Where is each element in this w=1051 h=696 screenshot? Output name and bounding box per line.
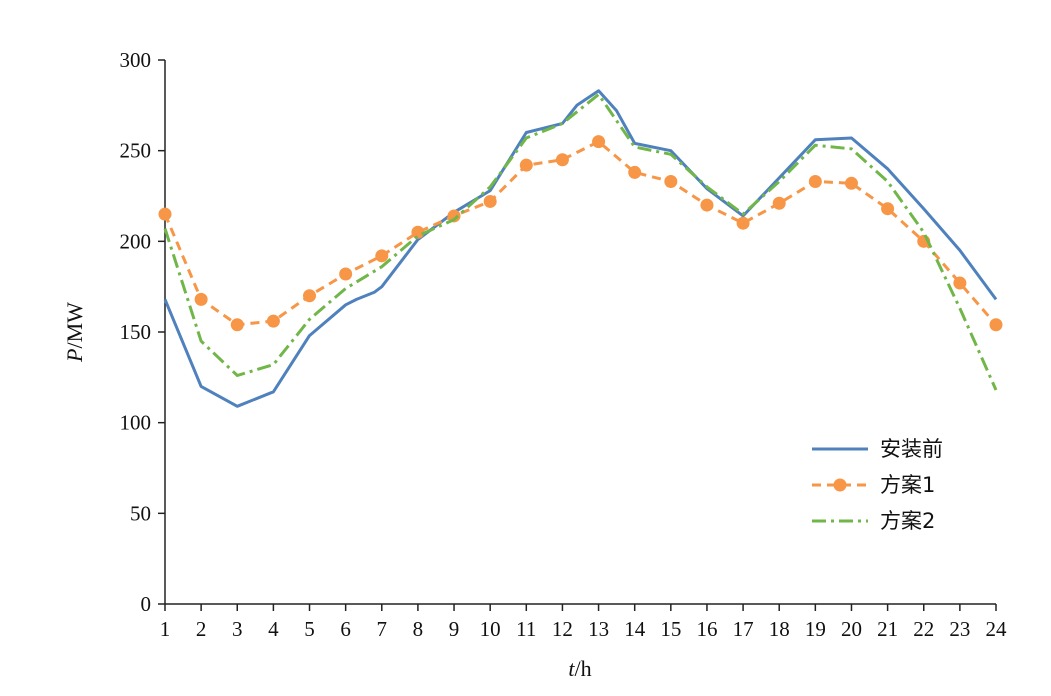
- data-point: [664, 174, 678, 188]
- x-tick-label: 16: [696, 617, 717, 641]
- series-line: [163, 93, 998, 391]
- y-ticks: 0 50 100 150 200 250 300: [120, 48, 165, 616]
- legend-marker: [833, 478, 847, 492]
- y-tick-label: 0: [141, 592, 152, 616]
- x-tick-label: 2: [196, 617, 207, 641]
- data-point: [303, 289, 317, 303]
- series-3: [163, 93, 998, 391]
- y-axis-unit: /MW: [62, 302, 87, 349]
- data-point: [628, 165, 642, 179]
- x-tick-label: 1: [160, 617, 171, 641]
- data-point: [881, 202, 895, 216]
- y-axis-variable: P: [62, 349, 87, 363]
- x-tick-label: 20: [841, 617, 862, 641]
- y-tick-label: 150: [120, 320, 152, 344]
- series-2: [158, 135, 1003, 332]
- x-tick-label: 9: [449, 617, 460, 641]
- legend-item: 方案1: [812, 473, 935, 497]
- x-tick-label: 6: [340, 617, 351, 641]
- y-tick-label: 300: [120, 48, 152, 72]
- x-tick-label: 14: [624, 617, 646, 641]
- data-point: [411, 225, 425, 239]
- x-tick-label: 23: [949, 617, 970, 641]
- data-point: [266, 314, 280, 328]
- series-line: [163, 140, 998, 327]
- data-point: [844, 176, 858, 190]
- legend-label: 方案2: [880, 509, 935, 533]
- data-point: [375, 249, 389, 263]
- legend-item: 安装前: [812, 437, 943, 461]
- data-point: [158, 207, 172, 221]
- axes: [164, 60, 996, 605]
- data-point: [194, 292, 208, 306]
- data-point: [989, 318, 1003, 332]
- x-tick-label: 22: [913, 617, 934, 641]
- series-layer: [158, 89, 1003, 408]
- y-tick-label: 200: [120, 229, 152, 253]
- x-tick-label: 17: [733, 617, 754, 641]
- x-tick-label: 19: [805, 617, 826, 641]
- data-point: [519, 158, 533, 172]
- x-tick-label: 18: [769, 617, 790, 641]
- x-axis-unit: /h: [575, 656, 592, 681]
- y-tick-label: 250: [120, 139, 152, 163]
- x-tick-label: 8: [413, 617, 424, 641]
- data-point: [953, 276, 967, 290]
- x-axis-variable: t: [568, 656, 575, 681]
- x-tick-label: 12: [552, 617, 573, 641]
- x-tick-label: 4: [268, 617, 279, 641]
- data-point: [555, 153, 569, 167]
- data-point: [447, 209, 461, 223]
- x-tick-label: 24: [986, 617, 1008, 641]
- legend-item: 方案2: [812, 509, 935, 533]
- x-axis-title: t/h: [568, 656, 591, 681]
- x-tick-label: 3: [232, 617, 243, 641]
- y-tick-label: 50: [130, 501, 151, 525]
- x-tick-label: 15: [660, 617, 681, 641]
- x-ticks: 1 2 3 4 5 6 7 8 9 10 11 12 13 14 15 16 17 18 19 20 21 22 23 24: [160, 604, 1007, 641]
- x-tick-label: 21: [877, 617, 898, 641]
- y-axis-title: P/MW: [62, 302, 87, 363]
- data-point: [592, 135, 606, 149]
- x-tick-label: 7: [377, 617, 388, 641]
- data-point: [339, 267, 353, 281]
- x-tick-label: 10: [480, 617, 501, 641]
- x-tick-label: 5: [304, 617, 315, 641]
- series-line: [163, 89, 998, 408]
- data-point: [772, 196, 786, 210]
- x-tick-label: 13: [588, 617, 609, 641]
- y-tick-label: 100: [120, 411, 152, 435]
- data-point: [736, 216, 750, 230]
- data-point: [700, 198, 714, 212]
- data-point: [230, 318, 244, 332]
- legend-label: 方案1: [880, 473, 935, 497]
- data-point: [808, 174, 822, 188]
- series-1: [163, 89, 998, 408]
- x-tick-label: 11: [516, 617, 536, 641]
- legend-label: 安装前: [880, 437, 943, 461]
- data-point: [483, 194, 497, 208]
